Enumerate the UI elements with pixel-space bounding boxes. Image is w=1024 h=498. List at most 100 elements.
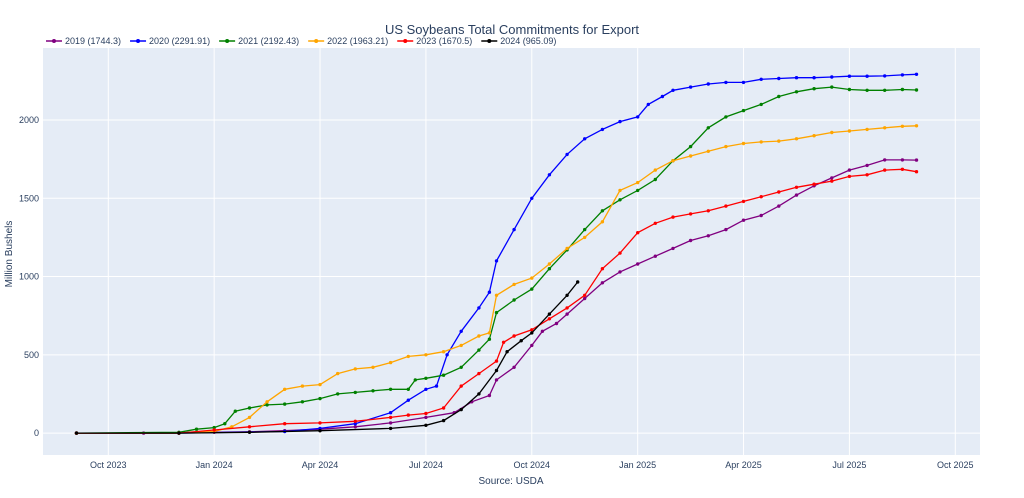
data-point: [212, 428, 216, 432]
legend-item[interactable]: 2019 (1744.3): [46, 36, 121, 46]
y-tick-label: 1000: [19, 272, 39, 282]
data-point: [233, 409, 237, 413]
data-point: [424, 353, 428, 357]
data-point: [424, 415, 428, 420]
data-point: [883, 126, 887, 130]
data-point: [883, 88, 887, 93]
legend-item[interactable]: 2024 (965.09): [481, 36, 556, 46]
data-point: [583, 296, 587, 301]
data-point: [512, 298, 516, 302]
data-point: [618, 251, 622, 255]
data-point: [636, 231, 640, 235]
data-point: [900, 167, 905, 171]
legend-item[interactable]: 2020 (2291.91): [130, 36, 210, 46]
data-point: [413, 378, 417, 382]
data-point: [583, 227, 587, 232]
data-point: [794, 90, 799, 94]
data-point: [812, 182, 816, 186]
data-point: [741, 108, 746, 113]
legend-swatch-marker: [52, 39, 56, 43]
data-point: [283, 422, 287, 426]
legend[interactable]: 2019 (1744.3) 2020 (2291.91) 2021 (2192.43…: [46, 36, 556, 46]
data-point: [636, 262, 640, 266]
data-point: [653, 221, 657, 225]
data-point: [283, 387, 287, 391]
data-point: [565, 152, 569, 157]
data-point: [441, 418, 446, 423]
data-point: [247, 425, 252, 429]
data-point: [459, 384, 463, 388]
data-point: [353, 419, 357, 423]
data-point: [445, 353, 449, 357]
data-point: [865, 88, 869, 93]
data-point: [618, 119, 622, 124]
data-point: [741, 80, 746, 85]
data-point: [540, 329, 545, 333]
x-tick-label: Apr 2025: [725, 460, 762, 470]
data-point: [494, 259, 499, 263]
legend-swatch-marker: [314, 39, 319, 43]
data-point: [914, 158, 919, 162]
data-point: [671, 159, 675, 163]
data-point: [230, 425, 234, 429]
data-point: [318, 429, 322, 433]
data-point: [336, 371, 340, 376]
legend-item[interactable]: 2021 (2192.43): [219, 36, 299, 46]
data-point: [688, 238, 693, 243]
data-point: [830, 85, 834, 89]
data-point: [530, 331, 534, 335]
data-point: [688, 154, 693, 158]
data-point: [812, 87, 816, 91]
x-axis-ticks: Oct 2023 Jan 2024 Apr 2024 Jul 2024 Oct 2024…: [90, 460, 974, 470]
data-point: [512, 282, 516, 287]
data-point: [388, 411, 393, 415]
y-tick-label: 2000: [19, 115, 39, 125]
data-point: [487, 337, 492, 341]
data-point: [353, 422, 357, 426]
data-point: [883, 158, 887, 162]
data-point: [434, 384, 439, 388]
data-point: [371, 365, 375, 369]
data-point: [812, 134, 816, 138]
data-point: [900, 124, 905, 128]
data-point: [900, 87, 905, 92]
y-tick-label: 0: [34, 428, 39, 438]
data-point: [371, 389, 375, 393]
data-point: [706, 82, 710, 86]
data-point: [247, 415, 252, 420]
data-point: [777, 204, 781, 208]
legend-label: 2022 (1963.21): [327, 36, 388, 46]
data-point: [883, 168, 887, 172]
gridlines: [43, 48, 980, 455]
data-point: [512, 227, 516, 232]
data-point: [865, 127, 869, 132]
legend-item[interactable]: 2022 (1963.21): [308, 36, 388, 46]
data-point: [424, 411, 428, 416]
data-point: [459, 329, 463, 333]
x-tick-label: Oct 2024: [514, 460, 551, 470]
data-point: [576, 280, 580, 284]
data-point: [600, 281, 605, 285]
x-tick-label: Jul 2025: [832, 460, 866, 470]
data-point: [794, 193, 799, 197]
data-point: [530, 328, 534, 332]
legend-item[interactable]: 2023 (1670.5): [397, 36, 472, 46]
data-point: [660, 94, 665, 99]
legend-swatch-marker: [136, 39, 141, 43]
data-point: [794, 185, 799, 189]
data-point: [547, 173, 552, 177]
data-point: [565, 306, 569, 310]
series-1: [74, 72, 919, 435]
chart-title: US Soybeans Total Commitments for Export: [385, 22, 639, 37]
data-point: [812, 76, 816, 80]
data-point: [847, 87, 852, 92]
data-point: [724, 115, 728, 119]
data-point: [424, 387, 428, 391]
y-tick-label: 500: [24, 350, 39, 360]
legend-label: 2020 (2291.91): [149, 36, 210, 46]
data-point: [300, 384, 305, 388]
data-point: [353, 390, 357, 395]
data-point: [759, 77, 763, 82]
data-point: [406, 398, 410, 402]
